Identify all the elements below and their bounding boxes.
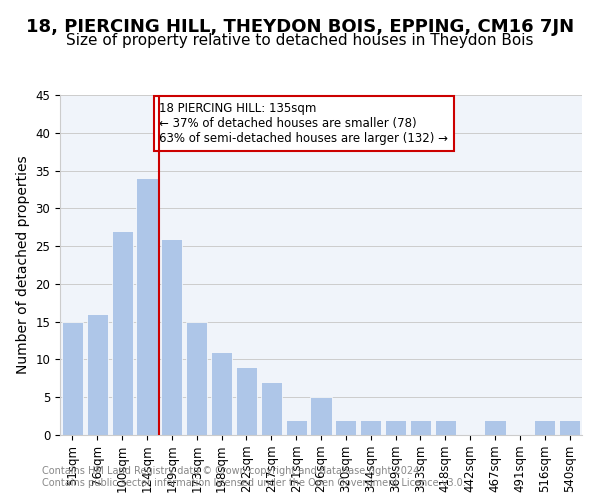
- Bar: [484, 420, 506, 435]
- Bar: [261, 382, 282, 435]
- Bar: [360, 420, 381, 435]
- Bar: [186, 322, 207, 435]
- Text: Contains HM Land Registry data © Crown copyright and database right 2024.
Contai: Contains HM Land Registry data © Crown c…: [42, 466, 466, 487]
- Bar: [286, 420, 307, 435]
- Bar: [534, 420, 555, 435]
- Bar: [211, 352, 232, 435]
- Bar: [335, 420, 356, 435]
- Bar: [435, 420, 456, 435]
- Bar: [385, 420, 406, 435]
- Bar: [87, 314, 108, 435]
- Bar: [410, 420, 431, 435]
- Bar: [310, 397, 332, 435]
- Text: Size of property relative to detached houses in Theydon Bois: Size of property relative to detached ho…: [66, 32, 534, 48]
- Y-axis label: Number of detached properties: Number of detached properties: [16, 156, 30, 374]
- Text: 18, PIERCING HILL, THEYDON BOIS, EPPING, CM16 7JN: 18, PIERCING HILL, THEYDON BOIS, EPPING,…: [26, 18, 574, 36]
- Bar: [559, 420, 580, 435]
- Bar: [161, 238, 182, 435]
- Text: 18 PIERCING HILL: 135sqm
← 37% of detached houses are smaller (78)
63% of semi-d: 18 PIERCING HILL: 135sqm ← 37% of detach…: [160, 102, 448, 145]
- Bar: [62, 322, 83, 435]
- Bar: [136, 178, 158, 435]
- Bar: [236, 367, 257, 435]
- Bar: [112, 231, 133, 435]
